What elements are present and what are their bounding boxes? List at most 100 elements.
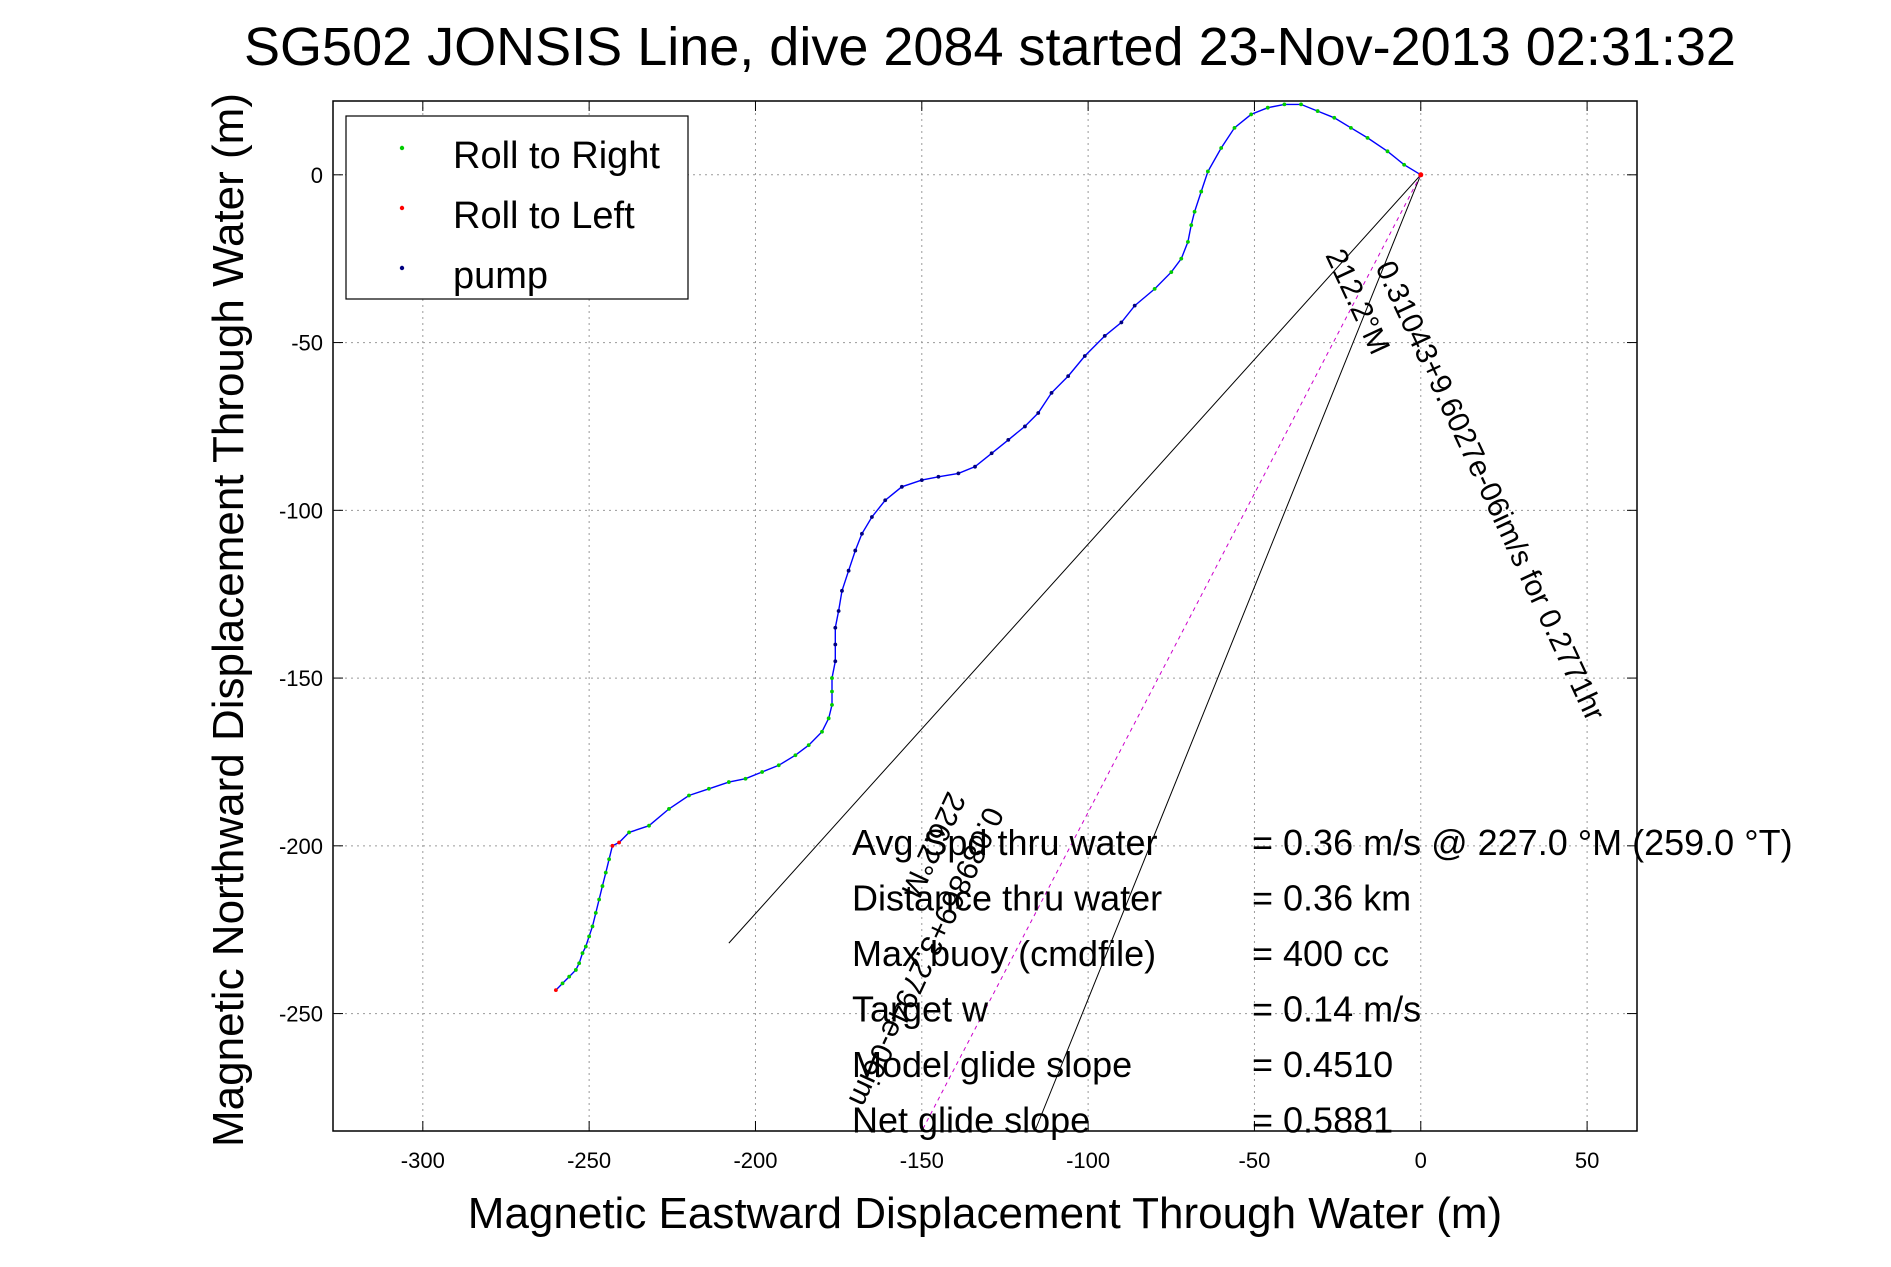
legend-marker	[399, 265, 405, 271]
track-point	[553, 988, 558, 992]
track-point	[826, 716, 831, 721]
stat-label: Net glide slope	[852, 1100, 1090, 1141]
track-point	[1179, 256, 1184, 261]
track-point	[617, 840, 621, 845]
y-tick-label: -100	[279, 498, 323, 523]
track-point	[590, 924, 595, 929]
track-point	[1349, 125, 1353, 130]
track-point	[1219, 146, 1224, 150]
track-point	[1402, 162, 1407, 167]
track-point	[597, 897, 602, 902]
stat-label: Max buoy (cmdfile)	[852, 933, 1156, 974]
stat-value: = 0.36 km	[1252, 878, 1411, 919]
track-point	[1006, 437, 1011, 442]
fan-line	[728, 174, 1422, 944]
track-point	[607, 857, 612, 862]
track-point	[820, 729, 824, 734]
track-point	[760, 770, 765, 774]
track-point	[1232, 125, 1237, 130]
track-point	[1189, 223, 1194, 228]
track-point	[883, 498, 888, 503]
track-point	[600, 884, 605, 888]
legend-label: pump	[453, 255, 548, 297]
track-point	[1315, 109, 1320, 113]
stat-value: = 0.5881	[1252, 1100, 1393, 1141]
track-point	[1385, 149, 1390, 154]
track-point	[1186, 240, 1190, 244]
stat-label: Avg Spd thru water	[852, 822, 1158, 863]
heading-line	[921, 174, 1422, 1132]
track-point	[936, 474, 941, 479]
track-point	[899, 484, 904, 489]
y-tick-label: -150	[279, 666, 323, 691]
track-point	[1152, 286, 1157, 291]
track-point	[726, 780, 731, 784]
track-point	[793, 753, 798, 758]
x-tick-label: -200	[733, 1148, 777, 1173]
track-point	[560, 981, 565, 986]
track-point	[1066, 374, 1071, 379]
stat-value: = 0.36 m/s @ 227.0 °M (259.0 °T)	[1252, 822, 1793, 863]
track-point	[853, 548, 858, 553]
stat-value: = 400 cc	[1252, 933, 1389, 974]
track-point	[973, 464, 977, 469]
x-tick-label: 0	[1415, 1148, 1427, 1173]
track-point	[840, 588, 844, 593]
stats-block: Avg Spd thru water = 0.36 m/s @ 227.0 °M …	[852, 822, 1793, 1141]
track-point	[1365, 136, 1370, 140]
track-point	[830, 676, 834, 680]
x-tick-label: -100	[1066, 1148, 1110, 1173]
track-point	[869, 515, 874, 519]
track-point	[603, 870, 608, 875]
track-point	[776, 763, 781, 768]
legend-label: Roll to Right	[453, 135, 660, 177]
track-point	[627, 830, 631, 835]
x-tick-label: 50	[1575, 1148, 1599, 1173]
track-point	[573, 968, 578, 972]
x-tick-label: -150	[900, 1148, 944, 1173]
track-point	[833, 625, 838, 630]
track-point	[583, 944, 588, 949]
stat-value: = 0.14 m/s	[1252, 989, 1421, 1030]
track-point	[1332, 115, 1337, 120]
track-point	[743, 776, 748, 781]
x-axis-label: Magnetic Eastward Displacement Through W…	[468, 1189, 1502, 1238]
track-point	[833, 642, 838, 647]
track-point	[1249, 112, 1254, 117]
track-point	[706, 786, 711, 791]
track-point	[1023, 424, 1027, 429]
legend: Roll to Right Roll to Left pump	[345, 115, 689, 300]
track-point	[1082, 354, 1087, 358]
x-tick-label: -50	[1239, 1148, 1271, 1173]
track-point	[1265, 105, 1270, 110]
legend-marker	[399, 145, 405, 151]
track-point	[956, 471, 961, 476]
x-tick-label: -250	[567, 1148, 611, 1173]
track-point	[1169, 270, 1174, 275]
track-point	[1192, 209, 1197, 214]
track-point	[587, 934, 592, 939]
track-point	[1282, 102, 1287, 107]
track-point	[1102, 333, 1107, 338]
track-point	[919, 478, 924, 483]
track-point	[610, 843, 615, 848]
glider-track	[555, 103, 1422, 991]
track-point	[860, 531, 864, 536]
track-point	[1119, 320, 1124, 325]
fan-line	[1034, 174, 1422, 1132]
track-point	[687, 793, 691, 798]
track-point	[577, 961, 582, 966]
track-point	[567, 974, 572, 979]
chart-title: SG502 JONSIS Line, dive 2084 started 23-…	[244, 17, 1736, 77]
track-point	[833, 659, 838, 664]
track-point	[836, 609, 841, 613]
track-point	[647, 823, 651, 828]
track-point	[830, 689, 834, 694]
x-tick-label: -300	[401, 1148, 445, 1173]
track-point	[580, 951, 585, 956]
axis-ticks: -300 -250 -200 -150 -100 -50 0 50 0 -50 -100 -150 -2…	[279, 101, 1637, 1173]
track-point	[846, 568, 851, 573]
legend-marker	[399, 205, 405, 211]
